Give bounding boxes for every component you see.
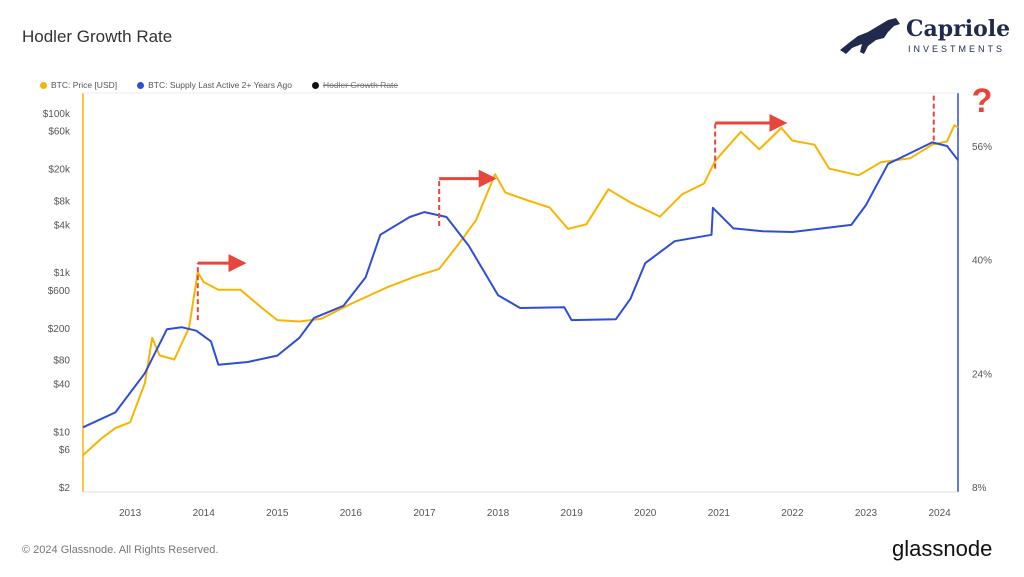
x-tick-label: 2017 [413, 508, 436, 519]
glassnode-brand: glassnode [892, 536, 993, 561]
y-left-tick-label: $2 [59, 483, 71, 494]
question-mark-annotation: ? [972, 82, 993, 120]
x-tick-label: 2016 [340, 508, 363, 519]
logo-subtitle: INVESTMENTS [908, 44, 1006, 54]
x-tick-label: 2024 [928, 508, 951, 519]
y-left-tick-label: $1k [54, 268, 71, 279]
y-left-tick-label: $20k [48, 165, 71, 176]
y-left-tick-label: $6 [59, 445, 71, 456]
y-left-tick-label: $40 [53, 379, 70, 390]
y-left-tick-label: $8k [54, 196, 71, 207]
x-tick-label: 2015 [266, 508, 289, 519]
y-left-tick-label: $100k [43, 109, 71, 120]
y-right-tick-label: 40% [972, 256, 992, 267]
supply-series-line [82, 141, 959, 429]
x-tick-label: 2018 [487, 508, 510, 519]
y-left-tick-label: $60k [48, 127, 71, 138]
x-tick-label: 2013 [119, 508, 142, 519]
y-left-tick-label: $10 [53, 427, 70, 438]
legend-dot [312, 81, 320, 89]
x-tick-label: 2022 [781, 508, 804, 519]
legend-supply[interactable]: BTC: Supply Last Active 2+ Years Ago [137, 80, 292, 90]
y-right-tick-label: 24% [972, 369, 992, 380]
x-tick-label: 2019 [561, 508, 584, 519]
horse-icon [840, 18, 900, 54]
price-series-line [82, 124, 959, 457]
legend-dot [137, 81, 145, 89]
x-tick-label: 2014 [193, 508, 216, 519]
copyright: © 2024 Glassnode. All Rights Reserved. [22, 544, 219, 556]
x-tick-label: 2020 [634, 508, 657, 519]
legend: BTC: Price [USD] BTC: Supply Last Active… [40, 80, 398, 90]
y-right-tick-label: 8% [972, 483, 987, 494]
legend-dot [40, 81, 47, 89]
legend-price[interactable]: BTC: Price [USD] [40, 80, 117, 90]
y-right-tick-label: 56% [972, 142, 992, 153]
y-left-tick-label: $200 [48, 324, 71, 335]
page-title: Hodler Growth Rate [22, 27, 173, 46]
y-left-tick-label: $600 [48, 286, 71, 297]
capriole-logo: Capriole INVESTMENTS [838, 16, 1018, 60]
legend-label: BTC: Supply Last Active 2+ Years Ago [148, 80, 293, 90]
x-tick-label: 2023 [855, 508, 878, 519]
y-left-tick-label: $4k [54, 220, 71, 231]
logo-name: Capriole [906, 16, 1011, 42]
legend-label: Hodler Growth Rate [323, 80, 399, 90]
legend-hodler-growth-rate[interactable]: Hodler Growth Rate [312, 80, 398, 90]
y-left-tick-label: $80 [53, 355, 70, 366]
legend-label: BTC: Price [USD] [51, 80, 118, 90]
x-tick-label: 2021 [708, 508, 731, 519]
